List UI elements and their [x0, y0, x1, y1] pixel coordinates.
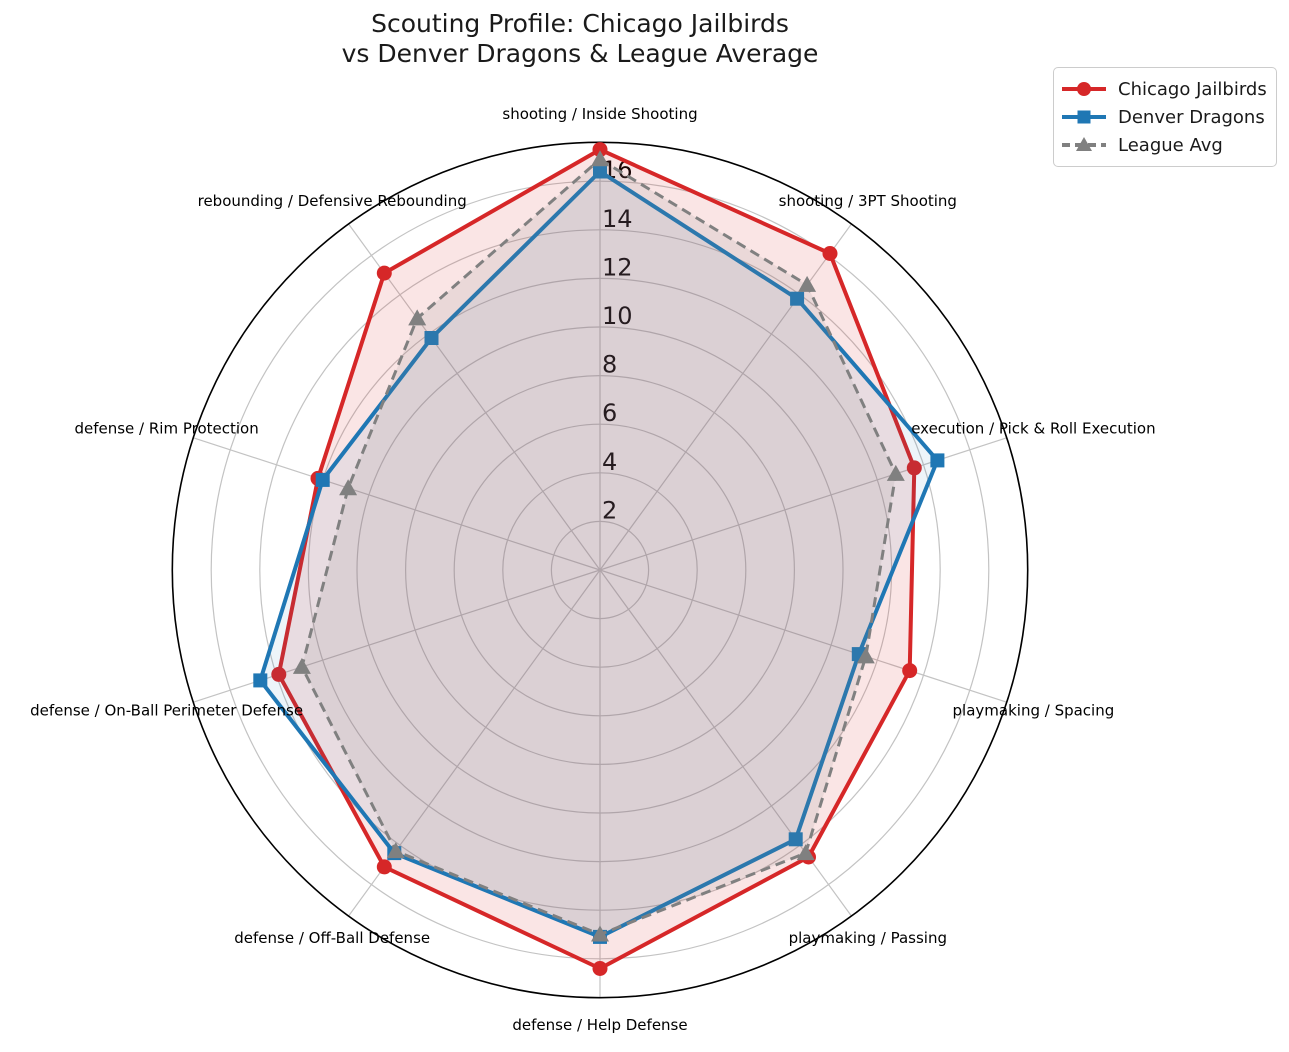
marker-denver-dragons-defense-on-ball-perimeter-defense [253, 673, 268, 688]
legend-marker-square [1077, 110, 1091, 124]
category-label-defense-on-ball-perimeter-defense: defense / On-Ball Perimeter Defense [30, 701, 303, 719]
series-fill-league-avg [301, 159, 896, 935]
chart-title-line1: Scouting Profile: Chicago Jailbirds [371, 9, 789, 38]
radial-tick-label-10: 10 [602, 302, 633, 330]
chart-title: Scouting Profile: Chicago Jailbirds vs D… [0, 9, 1160, 69]
legend-label-denver-dragons: Denver Dragons [1118, 106, 1265, 128]
marker-league-avg-playmaking-spacing [856, 647, 875, 664]
series-fill-chicago-jailbirds [278, 149, 915, 969]
marker-denver-dragons-shooting-3pt-shooting [790, 291, 805, 306]
axis-spoke-playmaking-spacing [599, 569, 1007, 703]
legend-item-chicago-jailbirds: Chicago Jailbirds [1060, 75, 1267, 103]
marker-league-avg-execution-pick-roll-execution [886, 464, 905, 481]
marker-league-avg-shooting-inside-shooting [591, 150, 609, 167]
marker-denver-dragons-execution-pick-roll-execution [930, 453, 945, 468]
marker-league-avg-defense-help-defense [591, 925, 609, 942]
marker-chicago-jailbirds-defense-help-defense [592, 961, 608, 976]
category-label-execution-pick-roll-execution: execution / Pick & Roll Execution [911, 420, 1155, 438]
radial-tick-label-14: 14 [602, 205, 633, 233]
category-label-playmaking-passing: playmaking / Passing [789, 929, 947, 947]
legend-item-league-avg: League Avg [1060, 131, 1266, 159]
legend-item-denver-dragons: Denver Dragons [1060, 103, 1266, 131]
category-label-defense-help-defense: defense / Help Defense [512, 1016, 687, 1034]
legend-marker-circle [1077, 82, 1091, 96]
marker-denver-dragons-shooting-inside-shooting [593, 164, 607, 179]
legend-swatch-league-avg [1062, 137, 1106, 151]
radial-tick-label-12: 12 [602, 253, 633, 281]
legend-label-chicago-jailbirds: Chicago Jailbirds [1118, 78, 1267, 100]
marker-chicago-jailbirds-playmaking-spacing [902, 663, 918, 679]
marker-chicago-jailbirds-rebounding-defensive-rebounding [376, 265, 392, 281]
series-fill-denver-dragons [260, 171, 938, 937]
marker-denver-dragons-defense-rim-protection [315, 472, 330, 487]
category-label-shooting-3pt-shooting: shooting / 3PT Shooting [779, 192, 957, 210]
marker-denver-dragons-rebounding-defensive-rebounding [424, 331, 439, 345]
marker-league-avg-playmaking-passing [796, 844, 815, 861]
radial-tick-label-8: 8 [602, 351, 617, 379]
chart-title-line2: vs Denver Dragons & League Average [341, 39, 819, 68]
legend: Chicago Jailbirds Denver Dragons League … [1053, 67, 1277, 167]
axis-spoke-rebounding-defensive-rebounding [348, 223, 601, 571]
marker-league-avg-defense-rim-protection [339, 479, 358, 496]
marker-denver-dragons-playmaking-passing [788, 832, 803, 847]
axis-spoke-defense-rim-protection [193, 437, 601, 571]
radial-tick-label-2: 2 [602, 496, 617, 524]
category-label-playmaking-spacing: playmaking / Spacing [953, 701, 1115, 719]
marker-league-avg-shooting-3pt-shooting [798, 275, 817, 292]
radial-tick-label-4: 4 [602, 448, 617, 476]
marker-chicago-jailbirds-execution-pick-roll-execution [906, 460, 922, 476]
marker-chicago-jailbirds-defense-off-ball-defense [376, 859, 392, 875]
marker-chicago-jailbirds-shooting-3pt-shooting [822, 246, 838, 261]
legend-label-league-avg: League Avg [1118, 134, 1223, 156]
marker-league-avg-defense-on-ball-perimeter-defense [292, 657, 311, 674]
category-label-defense-off-ball-defense: defense / Off-Ball Defense [234, 929, 430, 947]
marker-league-avg-rebounding-defensive-rebounding [408, 309, 427, 326]
category-label-defense-rim-protection: defense / Rim Protection [74, 420, 258, 438]
radial-tick-label-6: 6 [602, 399, 617, 427]
category-label-shooting-inside-shooting: shooting / Inside Shooting [502, 105, 697, 123]
marker-chicago-jailbirds-defense-on-ball-perimeter-defense [271, 666, 287, 682]
legend-swatch-chicago-jailbirds [1062, 82, 1106, 96]
legend-swatch-denver-dragons [1062, 110, 1106, 124]
category-label-rebounding-defensive-rebounding: rebounding / Defensive Rebounding [198, 192, 467, 210]
marker-chicago-jailbirds-shooting-inside-shooting [592, 142, 608, 158]
marker-league-avg-defense-off-ball-defense [386, 842, 405, 859]
legend-marker-triangle [1076, 137, 1092, 151]
